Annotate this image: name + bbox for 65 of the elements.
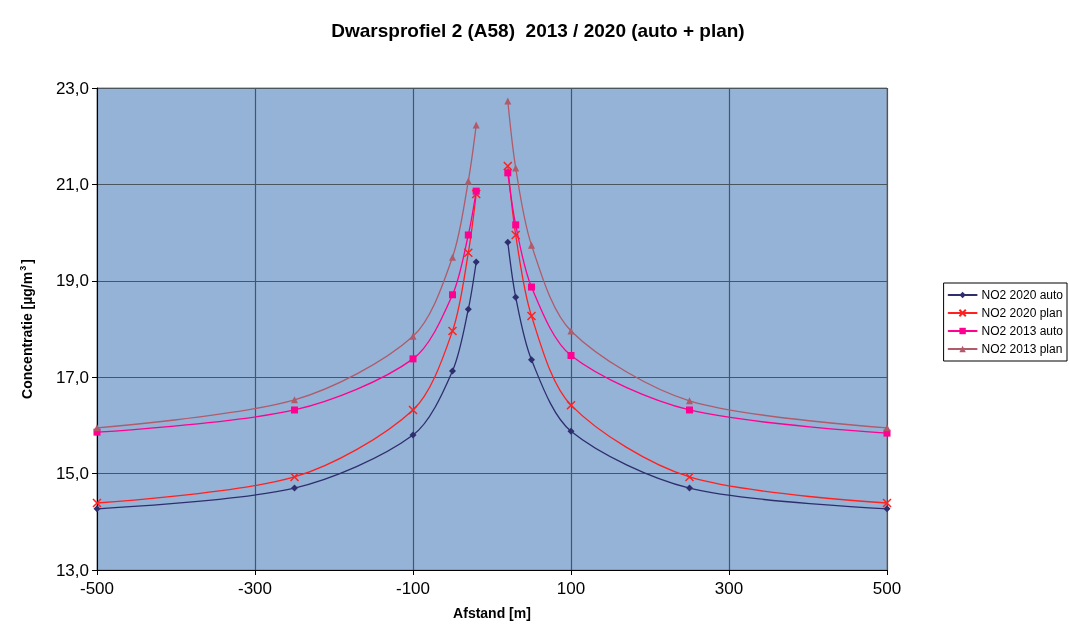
point (510, 230, 521, 240)
point (291, 396, 298, 404)
point (567, 427, 575, 435)
point (472, 187, 480, 195)
y-tick-label: 23,0 (55, 78, 89, 98)
legend-label: NO2 2013 auto (981, 324, 1064, 338)
point (528, 356, 535, 364)
point (449, 291, 456, 299)
point (92, 498, 102, 508)
point (409, 431, 417, 439)
point (684, 472, 695, 482)
y-tick-label: 19,0 (55, 271, 89, 291)
point (512, 221, 520, 229)
y-tick-label: 13,0 (55, 560, 89, 580)
point (567, 327, 575, 335)
point (464, 177, 472, 185)
y-axis-title: Concentratie [µg/m3] (17, 259, 35, 399)
point (463, 248, 474, 258)
legend-label: NO2 2020 plan (981, 306, 1063, 320)
x-tick-label: 500 (872, 579, 902, 598)
point (512, 293, 520, 301)
point (504, 169, 512, 177)
point (464, 305, 472, 313)
point (686, 406, 693, 414)
point (882, 498, 892, 508)
legend-label: NO2 2013 plan (981, 342, 1063, 356)
point (472, 258, 480, 266)
legend-label: NO2 2020 auto (981, 288, 1064, 302)
x-tick-label: -100 (395, 579, 431, 598)
point (464, 231, 472, 239)
x-tick-label: -300 (237, 579, 273, 598)
point (449, 367, 456, 375)
point (528, 241, 535, 249)
point (471, 189, 481, 199)
x-tick-label: -500 (79, 579, 115, 598)
chart-title: Dwarsprofiel 2 (A58) 2013 / 2020 (auto + plan) (331, 20, 745, 41)
point (512, 164, 520, 172)
point (93, 505, 101, 513)
point (686, 397, 693, 405)
point (504, 97, 512, 105)
x-axis-title: Afstand [m] (453, 605, 531, 621)
point (528, 283, 535, 291)
point (504, 238, 512, 246)
x-tick-label: 100 (556, 579, 586, 598)
y-tick-label: 15,0 (55, 464, 89, 484)
point (93, 424, 101, 432)
point (472, 121, 480, 129)
point (686, 484, 693, 492)
x-tick-label: 300 (714, 579, 744, 598)
y-tick-label: 21,0 (55, 174, 89, 194)
point (566, 400, 576, 410)
point (567, 352, 575, 360)
y-tick-label: 17,0 (55, 367, 89, 387)
point (409, 332, 417, 340)
point (883, 424, 891, 432)
point (291, 406, 298, 414)
point (447, 326, 458, 336)
point (883, 505, 891, 513)
point (408, 405, 418, 415)
point (291, 484, 298, 492)
point (526, 311, 537, 321)
point (449, 253, 456, 261)
point (503, 161, 513, 171)
point (289, 472, 300, 482)
point (409, 355, 417, 363)
